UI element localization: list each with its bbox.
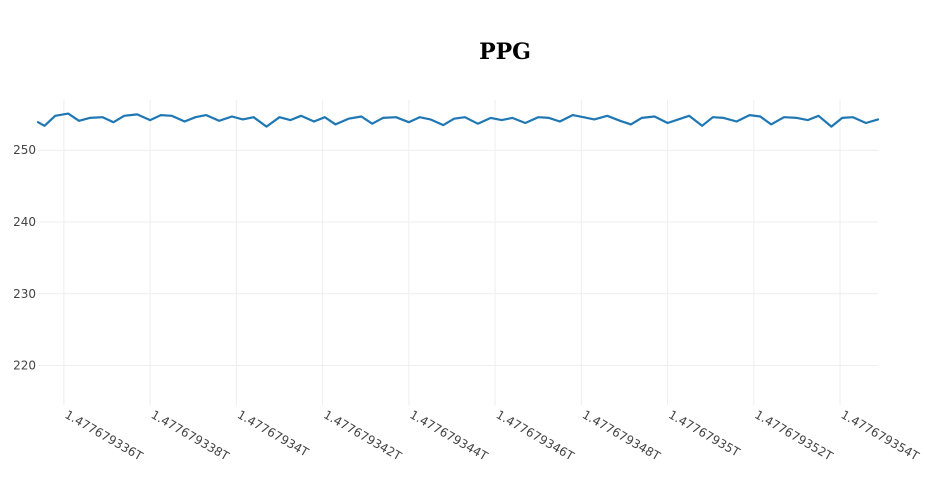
x-tick-label: 1.477679348T <box>580 407 663 463</box>
x-tick-label: 1.477679338T <box>149 407 232 463</box>
x-axis: 1.477679336T 1.477679338T 1.47767934T 1.477… <box>62 407 922 463</box>
ppg-series <box>36 112 880 128</box>
chart-title: PPG <box>479 39 531 65</box>
y-tick-label: 250 <box>13 143 36 157</box>
x-tick-label: 1.47767934T <box>235 407 312 459</box>
y-tick-label: 240 <box>13 215 36 229</box>
x-tick-label: 1.477679336T <box>62 407 145 463</box>
x-tick-label: 1.477679346T <box>494 407 577 463</box>
x-tick-label: 1.477679344T <box>407 407 490 463</box>
y-tick-label: 230 <box>13 287 36 301</box>
y-tick-label: 220 <box>13 359 36 373</box>
x-tick-label: 1.477679352T <box>752 407 835 463</box>
x-tick-label: 1.47767935T <box>666 407 743 459</box>
x-tick-label: 1.477679342T <box>321 407 404 463</box>
ppg-line <box>36 112 880 128</box>
grid-lines <box>38 100 878 405</box>
y-axis: 220 230 240 250 <box>13 143 36 372</box>
x-tick-label: 1.477679354T <box>839 407 922 463</box>
